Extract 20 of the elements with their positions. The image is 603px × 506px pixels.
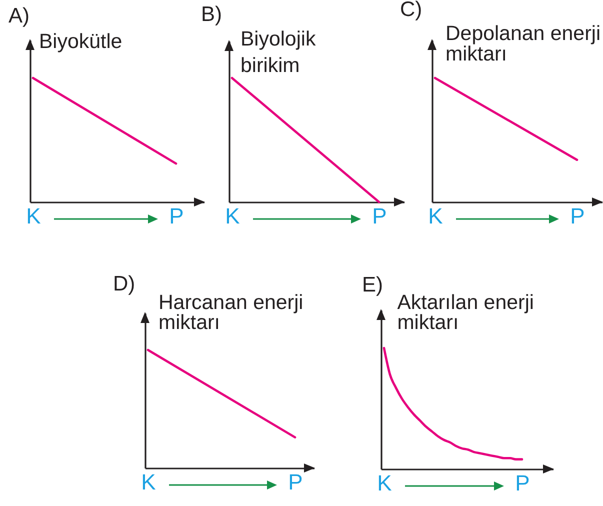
x-tick-label: K [225, 204, 240, 228]
x-tick-label: P [515, 470, 530, 496]
x-tick-label: P [372, 204, 387, 228]
x-tick-label: P [288, 470, 303, 494]
chart-title: C) [400, 0, 422, 21]
chart-title: B) [201, 2, 222, 26]
y-axis-title: Biyolojik birikim [240, 28, 316, 77]
y-axis-title: Depolanan enerji miktarı [446, 22, 601, 66]
chart-title: E) [362, 273, 383, 296]
x-tick-label: K [26, 204, 41, 228]
y-axis-title: Aktarılan enerji miktarı [397, 290, 534, 334]
x-tick-label: P [570, 204, 585, 228]
chart-title: D) [113, 272, 136, 296]
chart-title: A) [8, 4, 29, 28]
x-tick-label: K [377, 470, 392, 496]
x-tick-label: K [141, 470, 156, 494]
x-tick-label: P [168, 204, 184, 228]
y-axis-title: Biyokütle [38, 30, 122, 54]
y-axis-title: Harcanan enerji miktarı [158, 290, 304, 334]
x-tick-label: K [428, 204, 444, 228]
